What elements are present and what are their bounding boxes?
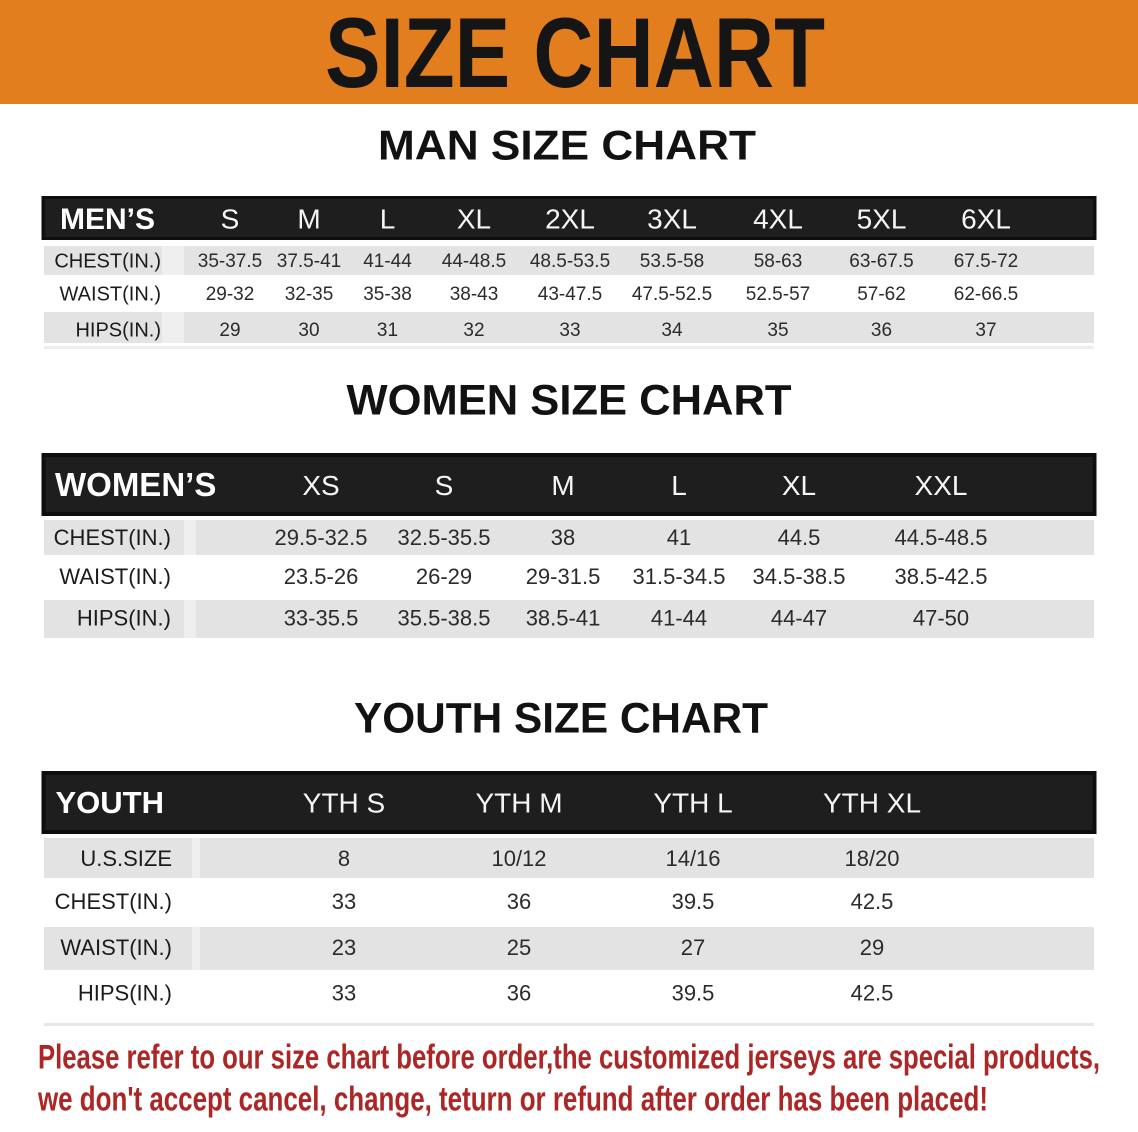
svg-text:XL: XL [457,204,491,235]
svg-text:WAIST(IN.): WAIST(IN.) [60,284,161,306]
svg-text:41-44: 41-44 [363,251,412,272]
svg-text:YTH XL: YTH XL [823,788,921,819]
svg-text:CHEST(IN.): CHEST(IN.) [54,525,171,550]
svg-text:14/16: 14/16 [665,846,720,871]
svg-text:CHEST(IN.): CHEST(IN.) [55,889,172,914]
svg-text:42.5: 42.5 [851,981,894,1006]
svg-text:XL: XL [782,470,816,501]
svg-text:52.5-57: 52.5-57 [746,284,810,305]
svg-text:29-31.5: 29-31.5 [526,564,601,589]
svg-text:WOMEN SIZE CHART: WOMEN SIZE CHART [347,377,792,425]
svg-text:29: 29 [219,320,240,341]
svg-text:31: 31 [377,320,398,341]
svg-text:MAN SIZE CHART: MAN SIZE CHART [378,122,756,169]
svg-text:29.5-32.5: 29.5-32.5 [275,525,368,550]
svg-text:S: S [221,204,240,235]
svg-text:S: S [435,470,454,501]
svg-text:47-50: 47-50 [913,606,969,631]
svg-text:38.5-42.5: 38.5-42.5 [895,564,988,589]
svg-text:HIPS(IN.): HIPS(IN.) [77,606,171,631]
svg-text:5XL: 5XL [857,204,907,235]
svg-text:38-43: 38-43 [450,284,499,305]
svg-text:30: 30 [298,320,319,341]
svg-text:25: 25 [507,935,531,960]
svg-text:8: 8 [338,846,350,871]
svg-text:CHEST(IN.): CHEST(IN.) [54,251,161,273]
svg-text:WOMEN’S: WOMEN’S [55,466,216,503]
svg-text:33: 33 [332,981,356,1006]
svg-text:67.5-72: 67.5-72 [954,251,1018,272]
svg-text:29-32: 29-32 [206,284,255,305]
svg-text:53.5-58: 53.5-58 [640,251,704,272]
svg-text:48.5-53.5: 48.5-53.5 [530,251,610,272]
svg-text:37: 37 [975,320,996,341]
svg-text:32-35: 32-35 [285,284,334,305]
svg-text:32: 32 [463,320,484,341]
svg-text:32.5-35.5: 32.5-35.5 [398,525,491,550]
svg-text:YOUTH: YOUTH [56,785,165,820]
svg-text:23: 23 [332,935,356,960]
svg-text:SIZE CHART: SIZE CHART [325,0,825,108]
svg-text:38.5-41: 38.5-41 [526,606,601,631]
svg-text:42.5: 42.5 [851,889,894,914]
svg-text:43-47.5: 43-47.5 [538,284,602,305]
svg-text:WAIST(IN.): WAIST(IN.) [60,935,172,960]
svg-text:47.5-52.5: 47.5-52.5 [632,284,712,305]
svg-text:Please refer to our size chart: Please refer to our size chart before or… [38,1039,1100,1077]
svg-text:YTH L: YTH L [653,788,732,819]
svg-text:63-67.5: 63-67.5 [849,251,913,272]
svg-text:44.5-48.5: 44.5-48.5 [895,525,988,550]
svg-text:38: 38 [551,525,575,550]
svg-text:27: 27 [681,935,705,960]
svg-text:YTH M: YTH M [475,788,562,819]
svg-text:44.5: 44.5 [778,525,821,550]
svg-text:31.5-34.5: 31.5-34.5 [633,564,726,589]
svg-text:35-37.5: 35-37.5 [198,251,262,272]
svg-text:4XL: 4XL [753,204,803,235]
svg-text:57-62: 57-62 [857,284,906,305]
svg-text:18/20: 18/20 [844,846,899,871]
svg-text:36: 36 [871,320,892,341]
svg-text:33: 33 [332,889,356,914]
svg-text:35: 35 [767,320,788,341]
svg-text:35.5-38.5: 35.5-38.5 [398,606,491,631]
svg-text:34: 34 [661,320,683,341]
svg-text:36: 36 [507,889,531,914]
svg-text:26-29: 26-29 [416,564,472,589]
svg-text:WAIST(IN.): WAIST(IN.) [59,564,171,589]
svg-text:44-48.5: 44-48.5 [442,251,506,272]
svg-text:41: 41 [667,525,691,550]
svg-text:58-63: 58-63 [754,251,803,272]
svg-text:3XL: 3XL [647,204,697,235]
svg-text:33: 33 [559,320,580,341]
svg-text:we don't accept cancel, change: we don't accept cancel, change, teturn o… [37,1081,988,1119]
svg-text:HIPS(IN.): HIPS(IN.) [78,981,172,1006]
svg-text:35-38: 35-38 [363,284,412,305]
svg-text:34.5-38.5: 34.5-38.5 [753,564,846,589]
svg-text:33-35.5: 33-35.5 [284,606,359,631]
svg-text:XXL: XXL [915,470,968,501]
svg-text:29: 29 [860,935,884,960]
svg-text:23.5-26: 23.5-26 [284,564,359,589]
svg-text:37.5-41: 37.5-41 [277,251,341,272]
svg-text:6XL: 6XL [961,204,1011,235]
svg-text:XS: XS [302,470,339,501]
svg-text:M: M [297,204,320,235]
svg-text:39.5: 39.5 [672,981,715,1006]
svg-text:MEN’S: MEN’S [60,203,155,236]
svg-text:36: 36 [507,981,531,1006]
svg-text:L: L [380,204,396,235]
svg-text:M: M [551,470,574,501]
svg-text:YOUTH SIZE CHART: YOUTH SIZE CHART [354,695,768,743]
svg-text:41-44: 41-44 [651,606,707,631]
svg-text:62-66.5: 62-66.5 [954,284,1018,305]
svg-text:10/12: 10/12 [491,846,546,871]
svg-text:44-47: 44-47 [771,606,827,631]
svg-text:L: L [671,470,687,501]
svg-text:2XL: 2XL [545,204,595,235]
svg-text:YTH S: YTH S [303,788,385,819]
svg-text:39.5: 39.5 [672,889,715,914]
svg-text:U.S.SIZE: U.S.SIZE [80,846,172,871]
svg-text:HIPS(IN.): HIPS(IN.) [75,320,161,342]
